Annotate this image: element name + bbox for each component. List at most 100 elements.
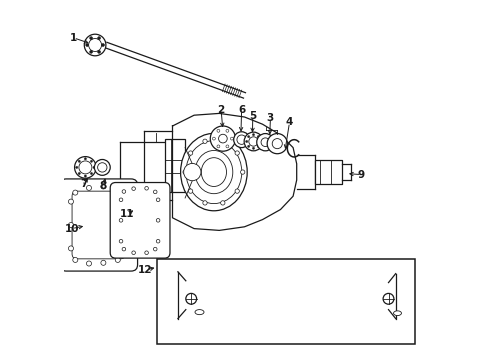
Circle shape xyxy=(235,189,239,193)
Circle shape xyxy=(185,293,196,304)
Circle shape xyxy=(78,172,80,175)
Circle shape xyxy=(115,186,120,192)
Circle shape xyxy=(220,139,224,143)
Circle shape xyxy=(266,134,287,154)
Circle shape xyxy=(102,44,104,46)
Circle shape xyxy=(256,134,273,151)
Circle shape xyxy=(93,166,95,168)
Circle shape xyxy=(101,260,106,265)
Circle shape xyxy=(156,239,160,243)
Circle shape xyxy=(120,244,124,249)
Circle shape xyxy=(225,129,228,132)
Circle shape xyxy=(86,185,91,190)
Ellipse shape xyxy=(201,158,226,186)
Circle shape xyxy=(188,151,192,155)
Circle shape xyxy=(73,190,78,195)
Text: 4: 4 xyxy=(285,117,293,127)
Text: 12: 12 xyxy=(138,265,152,275)
FancyBboxPatch shape xyxy=(60,179,137,271)
Circle shape xyxy=(119,239,122,243)
Circle shape xyxy=(257,136,259,138)
Circle shape xyxy=(86,261,91,266)
Ellipse shape xyxy=(195,310,203,315)
Circle shape xyxy=(257,145,259,147)
Circle shape xyxy=(101,184,106,189)
Circle shape xyxy=(98,163,107,172)
Circle shape xyxy=(217,145,220,148)
FancyBboxPatch shape xyxy=(110,183,170,258)
Circle shape xyxy=(382,293,393,304)
Circle shape xyxy=(122,190,125,193)
Circle shape xyxy=(237,135,246,144)
Circle shape xyxy=(245,140,247,143)
Text: 2: 2 xyxy=(217,105,224,115)
Circle shape xyxy=(98,37,101,40)
Circle shape xyxy=(68,199,73,204)
Circle shape xyxy=(218,134,227,143)
Circle shape xyxy=(73,257,78,262)
Bar xyxy=(157,259,414,344)
Circle shape xyxy=(217,129,220,132)
Circle shape xyxy=(248,137,258,146)
Bar xyxy=(314,160,341,184)
Circle shape xyxy=(89,37,92,40)
Circle shape xyxy=(94,159,110,175)
Circle shape xyxy=(252,147,254,149)
Circle shape xyxy=(120,199,124,204)
Text: 5: 5 xyxy=(249,111,256,121)
Circle shape xyxy=(68,246,73,251)
Ellipse shape xyxy=(393,311,401,315)
Bar xyxy=(165,139,185,192)
Circle shape xyxy=(115,257,120,262)
Text: 8: 8 xyxy=(100,181,107,192)
Text: 1: 1 xyxy=(70,33,77,43)
Circle shape xyxy=(252,134,254,136)
Circle shape xyxy=(68,222,73,228)
Ellipse shape xyxy=(185,140,241,203)
Circle shape xyxy=(132,251,135,255)
Circle shape xyxy=(210,126,235,151)
Circle shape xyxy=(88,39,102,51)
Text: 11: 11 xyxy=(120,209,135,219)
Circle shape xyxy=(144,251,148,255)
Circle shape xyxy=(247,136,249,138)
Circle shape xyxy=(230,137,233,140)
Circle shape xyxy=(183,163,201,181)
Text: 6: 6 xyxy=(238,105,245,115)
Circle shape xyxy=(153,190,157,194)
Circle shape xyxy=(78,160,80,162)
Circle shape xyxy=(76,166,78,168)
Circle shape xyxy=(85,44,88,46)
Circle shape xyxy=(183,170,187,174)
Circle shape xyxy=(98,50,101,53)
Circle shape xyxy=(212,137,215,140)
Circle shape xyxy=(144,186,148,190)
Circle shape xyxy=(203,201,207,205)
Text: 10: 10 xyxy=(64,224,79,234)
Circle shape xyxy=(90,160,92,162)
Circle shape xyxy=(89,50,92,53)
Circle shape xyxy=(120,222,124,228)
Circle shape xyxy=(235,151,239,155)
Circle shape xyxy=(247,145,249,147)
Circle shape xyxy=(261,138,269,147)
Text: 7: 7 xyxy=(81,179,88,189)
Text: 9: 9 xyxy=(357,170,365,180)
Circle shape xyxy=(122,247,125,251)
Circle shape xyxy=(75,157,96,178)
Circle shape xyxy=(156,198,160,202)
Circle shape xyxy=(90,172,92,175)
Circle shape xyxy=(259,140,261,143)
Circle shape xyxy=(84,34,106,56)
Circle shape xyxy=(240,170,244,174)
Circle shape xyxy=(84,175,86,177)
Circle shape xyxy=(84,158,86,160)
Ellipse shape xyxy=(195,150,232,194)
Circle shape xyxy=(203,139,207,143)
Circle shape xyxy=(156,219,160,222)
Circle shape xyxy=(132,187,135,190)
Text: 3: 3 xyxy=(266,113,273,123)
Circle shape xyxy=(225,145,228,148)
Circle shape xyxy=(79,161,92,174)
Circle shape xyxy=(119,198,122,202)
